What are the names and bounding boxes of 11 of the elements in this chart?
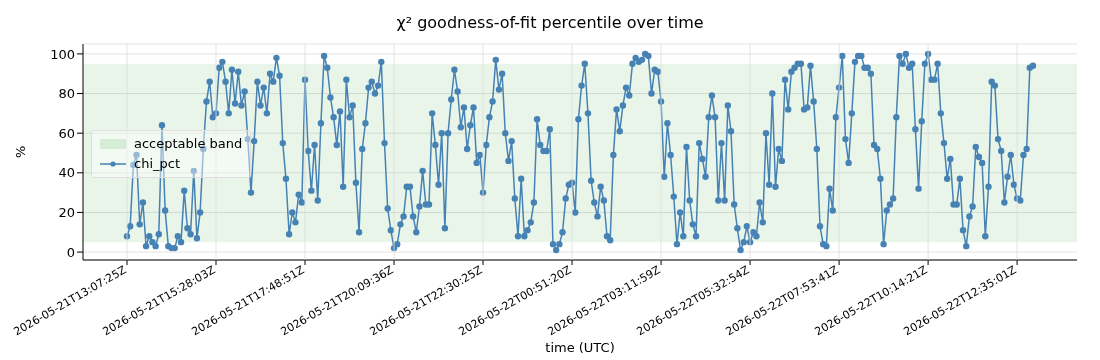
legend-label: chi_pct bbox=[134, 155, 180, 173]
band-label: acceptable band bbox=[134, 135, 243, 153]
y-tick-label: 0 bbox=[66, 244, 75, 260]
chart-title: χ² goodness-of-fit percentile over time bbox=[395, 12, 705, 34]
y-tick-label: 60 bbox=[58, 125, 75, 141]
y-axis-title: % bbox=[12, 145, 28, 158]
y-tick-label: 40 bbox=[58, 165, 75, 181]
y-tick-label: 20 bbox=[58, 205, 75, 221]
y-tick-label: 100 bbox=[50, 46, 75, 62]
x-axis-title: time (UTC) bbox=[545, 340, 615, 355]
y-tick-label: 80 bbox=[58, 86, 75, 102]
